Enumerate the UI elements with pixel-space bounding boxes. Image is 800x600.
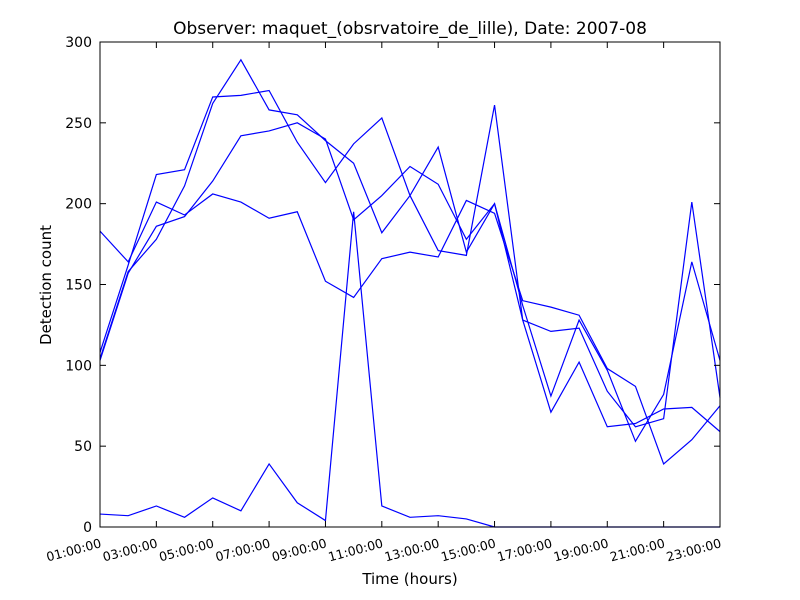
y-tick-label: 250 [65, 116, 92, 132]
line-series [99, 193, 721, 465]
y-axis-label: Detection count [37, 225, 55, 345]
y-tick-label: 150 [65, 278, 92, 294]
y-tick-label: 300 [65, 35, 92, 51]
y-tick-label: 50 [74, 439, 92, 455]
x-axis-label: Time (hours) [361, 570, 457, 588]
y-tick-label: 200 [65, 197, 92, 213]
y-tick-label: 0 [83, 520, 92, 536]
chart-title: Observer: maquet_(obsrvatoire_de_lille),… [173, 19, 647, 39]
line-series [99, 58, 721, 443]
line-series [99, 122, 721, 433]
y-tick-label: 100 [65, 358, 92, 374]
